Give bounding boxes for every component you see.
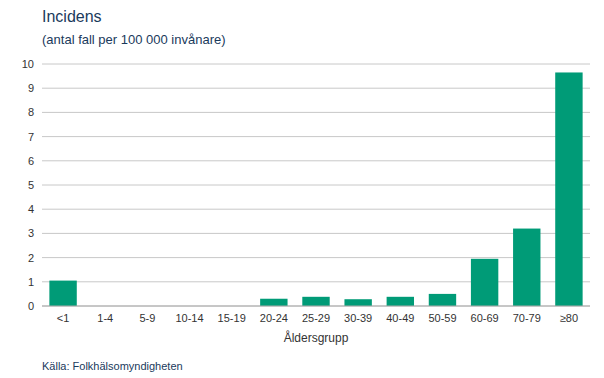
bar (49, 281, 76, 306)
subtitle: (antal fall per 100 000 invånare) (42, 32, 226, 47)
grid-line (42, 112, 590, 113)
grid-line (42, 64, 590, 65)
x-tick-label: 5-9 (139, 312, 155, 324)
chart-container: Incidens (antal fall per 100 000 invånare… (0, 0, 604, 378)
y-tick-label: 0 (28, 300, 34, 312)
y-tick-label: 9 (28, 82, 34, 94)
y-tick-label: 7 (28, 131, 34, 143)
bar (513, 229, 540, 306)
x-tick-label: 30-39 (344, 312, 372, 324)
grid (42, 64, 590, 306)
x-tick-label: <1 (57, 312, 70, 324)
bar (471, 259, 498, 306)
grid-line (42, 306, 590, 307)
x-tick-label: 60-69 (471, 312, 499, 324)
title: Incidens (42, 8, 102, 25)
x-tick-label: 50-59 (428, 312, 456, 324)
x-axis-label: Åldersgrupp (284, 330, 349, 345)
y-tick-label: 2 (28, 252, 34, 264)
grid-line (42, 281, 590, 282)
x-tick-label: ≥80 (560, 312, 578, 324)
y-tick-label: 3 (28, 227, 34, 239)
bar (387, 297, 414, 306)
x-tick-label: 25-29 (302, 312, 330, 324)
x-tick-label: 20-24 (260, 312, 288, 324)
x-tick-label: 1-4 (97, 312, 113, 324)
bar (260, 299, 287, 306)
y-tick-label: 4 (28, 203, 34, 215)
bar (302, 297, 329, 306)
chart: Incidens (antal fall per 100 000 invånare… (0, 0, 604, 378)
grid-line (42, 209, 590, 210)
bars (49, 72, 582, 306)
x-axis-line (42, 306, 590, 307)
grid-line (42, 136, 590, 137)
grid-line (42, 233, 590, 234)
bar (344, 299, 371, 306)
y-tick-label: 6 (28, 155, 34, 167)
x-tick-label: 70-79 (513, 312, 541, 324)
grid-line (42, 257, 590, 258)
bar (429, 294, 456, 306)
grid-line (42, 160, 590, 161)
grid-line (42, 185, 590, 186)
grid-line (42, 88, 590, 89)
y-tick-label: 5 (28, 179, 34, 191)
y-tick-label: 8 (28, 106, 34, 118)
x-tick-label: 15-19 (218, 312, 246, 324)
bar (555, 72, 582, 306)
source: Källa: Folkhälsomyndigheten (42, 360, 183, 372)
y-tick-label: 1 (28, 276, 34, 288)
y-tick-label: 10 (22, 58, 34, 70)
x-tick-label: 40-49 (386, 312, 414, 324)
x-tick-label: 10-14 (175, 312, 203, 324)
